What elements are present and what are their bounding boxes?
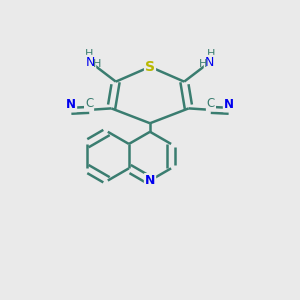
Text: S: S [145,60,155,74]
Text: N: N [86,56,95,69]
Text: N: N [224,98,234,111]
Text: H: H [207,49,215,59]
Text: N: N [66,98,76,111]
Text: H: H [85,49,93,59]
Text: H: H [199,59,207,69]
Text: C: C [207,98,215,110]
Text: N: N [205,56,214,69]
Text: N: N [145,174,155,187]
Text: H: H [93,59,101,69]
Text: C: C [85,98,93,110]
